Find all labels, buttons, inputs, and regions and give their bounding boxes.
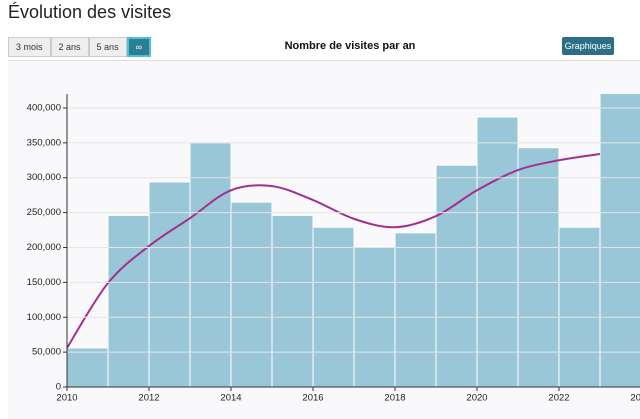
range-button[interactable]: ∞ bbox=[126, 37, 151, 57]
x-tick-label: 2022 bbox=[548, 393, 569, 404]
y-tick-label: 400,000 bbox=[27, 102, 61, 113]
x-tick-label: 2014 bbox=[220, 393, 241, 404]
chart-title: Nombre de visites par an bbox=[284, 40, 416, 52]
bar bbox=[476, 116, 519, 388]
bar bbox=[189, 142, 232, 388]
bar bbox=[312, 226, 355, 388]
x-tick-label: 2018 bbox=[384, 393, 405, 404]
trend-line bbox=[67, 153, 601, 349]
x-tick-label: 2012 bbox=[138, 393, 159, 404]
bar bbox=[435, 164, 478, 388]
y-tick-label: 50,000 bbox=[32, 347, 61, 358]
bar bbox=[517, 147, 560, 388]
y-tick-label: 350,000 bbox=[27, 137, 61, 148]
y-tick-label: 150,000 bbox=[27, 277, 61, 288]
bar bbox=[230, 201, 273, 388]
range-buttons: 3 mois 2 ans 5 ans ∞ bbox=[8, 37, 151, 57]
bar bbox=[558, 226, 601, 388]
y-tick-label: 300,000 bbox=[27, 172, 61, 183]
bar bbox=[394, 232, 437, 388]
bar bbox=[107, 214, 150, 388]
bar bbox=[599, 94, 640, 388]
y-tick-label: 250,000 bbox=[27, 207, 61, 218]
x-tick-label: 2020 bbox=[466, 393, 487, 404]
x-tick-label: 2024 bbox=[630, 393, 640, 404]
x-tick-label: 2016 bbox=[302, 393, 323, 404]
x-tick-label: 2010 bbox=[56, 393, 77, 404]
range-button[interactable]: 2 ans bbox=[50, 37, 89, 57]
range-button[interactable]: 3 mois bbox=[8, 37, 51, 57]
y-tick-label: 0 bbox=[56, 382, 61, 393]
bar bbox=[271, 214, 314, 388]
bar bbox=[67, 347, 109, 388]
page-title: Évolution des visites bbox=[8, 2, 172, 22]
range-button[interactable]: 5 ans bbox=[88, 37, 127, 57]
menu-button[interactable]: Graphiques bbox=[562, 37, 614, 55]
plot-area bbox=[67, 94, 640, 388]
y-tick-label: 100,000 bbox=[27, 312, 61, 323]
y-tick-label: 200,000 bbox=[27, 242, 61, 253]
